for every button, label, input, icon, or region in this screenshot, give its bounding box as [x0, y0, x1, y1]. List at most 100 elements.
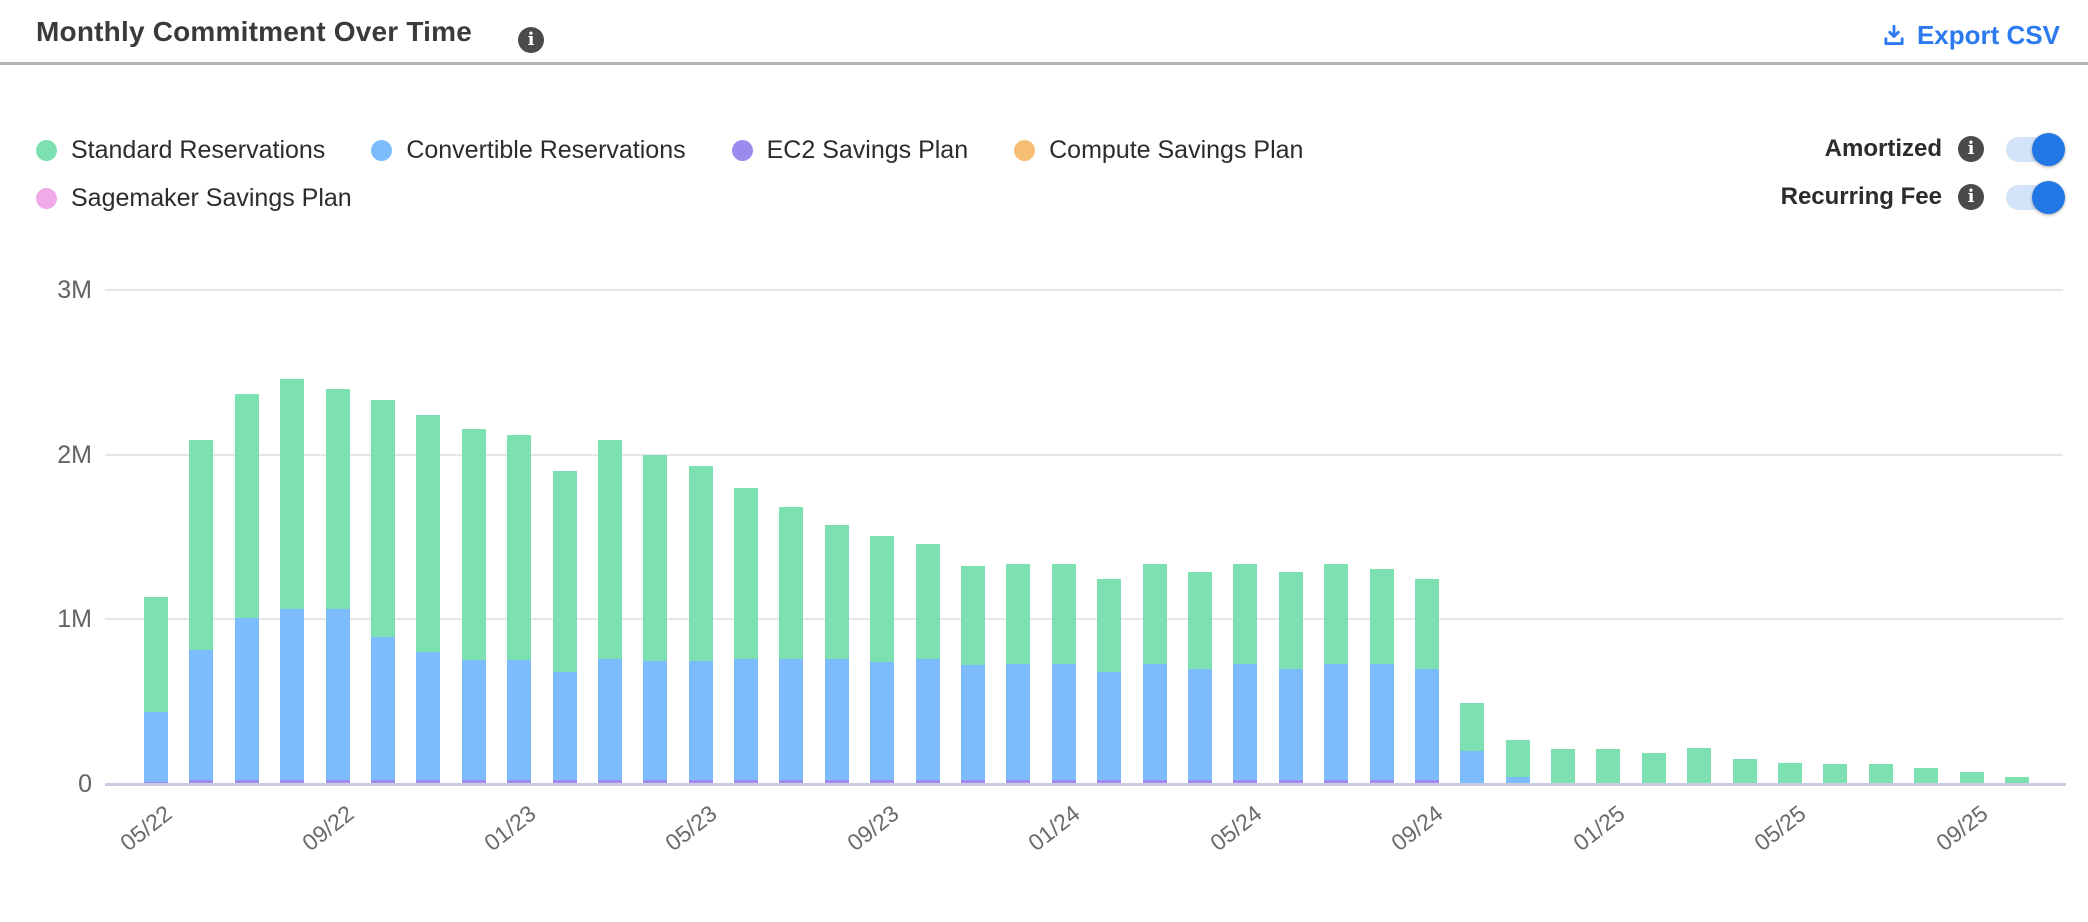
legend-label: EC2 Savings Plan — [766, 136, 969, 164]
legend-label: Standard Reservations — [71, 136, 326, 164]
title-info-icon[interactable]: i — [518, 27, 544, 53]
x-tick-01-23: 01/23 — [478, 800, 541, 856]
bar-05-25[interactable] — [1778, 762, 1803, 784]
x-tick-09-22: 09/22 — [297, 800, 359, 856]
bar-11-23[interactable] — [961, 565, 986, 784]
segment-standard-reservations — [870, 536, 895, 663]
bar-01-23[interactable] — [507, 434, 532, 784]
bar-09-23[interactable] — [870, 536, 895, 784]
bar-12-22[interactable] — [461, 429, 486, 784]
bar-03-24[interactable] — [1142, 564, 1167, 784]
segment-convertible-reservations — [416, 652, 441, 780]
segment-ec2-savings-plan — [552, 779, 577, 784]
bar-08-24[interactable] — [1369, 569, 1394, 784]
bar-02-23[interactable] — [552, 471, 577, 784]
bar-12-23[interactable] — [1006, 564, 1031, 784]
bar-07-22[interactable] — [234, 393, 259, 784]
segment-convertible-reservations — [1505, 777, 1530, 784]
bar-06-23[interactable] — [734, 487, 759, 784]
legend-row-1: Standard Reservations Convertible Reserva… — [36, 136, 1303, 165]
bar-08-22[interactable] — [280, 378, 305, 784]
bar-10-24[interactable] — [1460, 703, 1485, 784]
segment-convertible-reservations — [1142, 663, 1167, 780]
legend-swatch-standard-reservations — [36, 140, 57, 161]
bar-04-23[interactable] — [643, 454, 668, 784]
segment-ec2-savings-plan — [824, 779, 849, 784]
legend-item-convertible-reservations[interactable]: Convertible Reservations — [371, 136, 686, 165]
segment-convertible-reservations — [234, 617, 259, 780]
bar-10-25[interactable] — [2004, 777, 2029, 784]
bar-11-22[interactable] — [416, 415, 441, 784]
legend-swatch-sagemaker-savings-plan — [36, 188, 57, 209]
bar-01-25[interactable] — [1596, 749, 1621, 784]
segment-ec2-savings-plan — [416, 779, 441, 784]
bar-12-24[interactable] — [1551, 749, 1576, 784]
segment-ec2-savings-plan — [1097, 779, 1122, 784]
segment-convertible-reservations — [189, 649, 214, 780]
segment-convertible-reservations — [824, 658, 849, 780]
segment-standard-reservations — [1823, 764, 1848, 784]
bar-09-22[interactable] — [325, 388, 350, 784]
export-csv-button[interactable]: Export CSV — [1881, 20, 2060, 51]
legend-item-ec2-savings-plan[interactable]: EC2 Savings Plan — [731, 136, 969, 165]
segment-standard-reservations — [1006, 564, 1031, 664]
segment-convertible-reservations — [1278, 668, 1303, 780]
info-icon-amortized[interactable]: i — [1958, 136, 1984, 162]
bar-06-25[interactable] — [1823, 764, 1848, 784]
segment-convertible-reservations — [779, 658, 804, 780]
bar-05-24[interactable] — [1233, 564, 1258, 784]
legend-item-compute-savings-plan[interactable]: Compute Savings Plan — [1014, 136, 1303, 165]
segment-standard-reservations — [597, 439, 622, 659]
segment-convertible-reservations — [325, 609, 350, 780]
bar-02-24[interactable] — [1097, 579, 1122, 784]
bar-06-24[interactable] — [1278, 572, 1303, 784]
segment-standard-reservations — [507, 434, 532, 660]
bar-09-24[interactable] — [1414, 579, 1439, 784]
bar-05-23[interactable] — [688, 466, 713, 784]
segment-ec2-savings-plan — [643, 779, 668, 784]
segment-ec2-savings-plan — [189, 779, 214, 784]
bar-03-23[interactable] — [597, 439, 622, 784]
segment-convertible-reservations — [144, 712, 168, 783]
bar-04-25[interactable] — [1732, 759, 1757, 784]
bar-11-24[interactable] — [1505, 739, 1530, 784]
y-tick-3M: 3M — [57, 275, 92, 304]
segment-ec2-savings-plan — [507, 779, 532, 784]
segment-standard-reservations — [824, 525, 849, 659]
segment-ec2-savings-plan — [1414, 779, 1439, 784]
bar-10-23[interactable] — [915, 543, 940, 784]
segment-standard-reservations — [1142, 564, 1167, 664]
bar-07-25[interactable] — [1868, 764, 1893, 784]
bar-09-25[interactable] — [1959, 772, 1984, 784]
bar-08-23[interactable] — [824, 525, 849, 784]
legend-item-sagemaker-savings-plan[interactable]: Sagemaker Savings Plan — [36, 184, 352, 213]
bar-02-25[interactable] — [1641, 752, 1666, 784]
bar-10-22[interactable] — [370, 400, 395, 784]
info-icon-recurring-fee[interactable]: i — [1958, 184, 1984, 210]
segment-standard-reservations — [915, 543, 940, 659]
gridline-1M — [105, 618, 2063, 621]
segment-convertible-reservations — [1233, 663, 1258, 780]
legend-swatch-convertible-reservations — [371, 140, 393, 161]
segment-convertible-reservations — [643, 660, 668, 780]
legend-item-standard-reservations[interactable]: Standard Reservations — [36, 136, 325, 165]
bar-07-24[interactable] — [1324, 564, 1349, 784]
toggle-label-recurring-fee: Recurring Fee — [1780, 183, 1942, 210]
bar-04-24[interactable] — [1187, 572, 1212, 784]
segment-convertible-reservations — [1006, 663, 1031, 780]
x-axis-baseline — [105, 783, 2066, 786]
x-tick-01-25: 01/25 — [1568, 800, 1630, 856]
bar-08-25[interactable] — [1914, 767, 1939, 784]
gridline-3M — [105, 288, 2063, 291]
bar-05-22[interactable] — [144, 597, 168, 784]
download-icon — [1881, 23, 1907, 49]
bar-07-23[interactable] — [779, 507, 804, 784]
segment-standard-reservations — [1233, 564, 1258, 664]
toggle-switch-amortized[interactable] — [2006, 132, 2065, 166]
toggle-switch-recurring-fee[interactable] — [2006, 180, 2065, 214]
toggle-knob — [2032, 180, 2065, 214]
bar-01-24[interactable] — [1051, 564, 1076, 784]
bar-03-25[interactable] — [1687, 747, 1712, 784]
bar-06-22[interactable] — [189, 439, 214, 784]
